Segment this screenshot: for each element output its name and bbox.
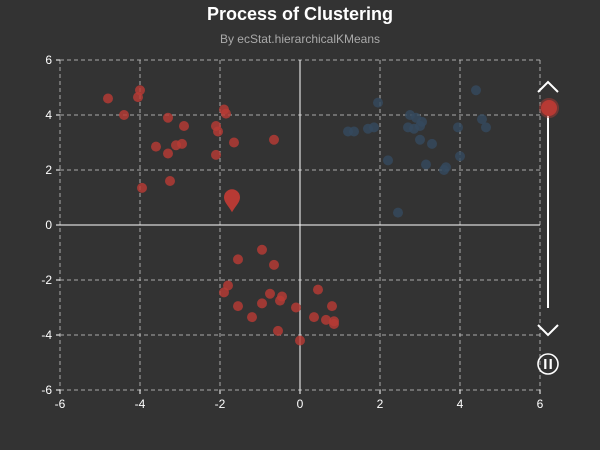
scatter-point [211,149,221,160]
scatter-point [455,151,465,162]
y-tick-label: -4 [41,328,52,342]
scatter-point [133,92,143,103]
x-tick-label: 4 [457,397,464,411]
timeline-handle[interactable] [539,98,559,118]
y-axis-ticks: 6 4 2 0 -2 -4 -6 [41,53,60,397]
scatter-point [313,284,323,295]
scatter-point [427,138,437,149]
y-tick-label: 0 [45,218,52,232]
scatter-point [247,312,257,323]
scatter-point [163,148,173,159]
x-tick-label: 0 [297,397,304,411]
scatter-point [229,137,239,148]
y-tick-label: 2 [45,163,52,177]
scatter-point [137,182,147,193]
scatter-point [291,302,301,313]
scatter-point [373,97,383,108]
x-tick-label: 2 [377,397,384,411]
scatter-point [481,122,491,133]
x-tick-label: 6 [537,397,544,411]
scatter-point [369,122,379,133]
scatter-point [221,108,231,119]
scatter-point [163,112,173,123]
scatter-point [233,301,243,312]
scatter-point [383,155,393,166]
scatter-point [269,134,279,145]
scatter-point [453,122,463,133]
scatter-point [257,244,267,255]
scatter-point [415,134,425,145]
scatter-point [273,325,283,336]
pause-icon[interactable] [537,353,559,375]
scatter-point [417,116,427,127]
y-tick-label: -6 [41,383,52,397]
scatter-point [321,314,331,325]
scatter-point [295,335,305,346]
y-tick-label: 4 [45,108,52,122]
scatter-point [329,319,339,329]
scatter-point [213,126,223,137]
cluster-centers [224,189,240,213]
scatter-point [309,312,319,323]
scatter-point [179,121,189,131]
timeline-control[interactable] [537,80,559,375]
scatter-point [477,114,487,125]
scatter-point [177,138,187,149]
x-axis-ticks: -6 -4 -2 0 2 4 6 [55,390,544,411]
scatter-point [441,162,451,173]
axes [60,60,540,390]
chevron-down-icon[interactable] [537,324,559,337]
x-tick-label: -2 [215,397,226,411]
chart-subtitle: By ecStat.hierarchicalKMeans [220,32,380,46]
scatter-point [103,93,113,104]
scatter-point [349,126,359,137]
cluster-center-pin [224,189,240,213]
scatter-points [103,85,491,346]
scatter-point [165,176,175,186]
scatter-point [119,110,129,120]
scatter-point [269,259,279,270]
y-tick-label: -2 [41,273,52,287]
y-tick-label: 6 [45,53,52,67]
scatter-point [219,287,229,298]
scatter-point [265,288,275,299]
scatter-point [393,207,403,218]
scatter-point [327,301,337,312]
scatter-point [151,141,161,152]
scatter-point [471,85,481,96]
scatter-point [277,291,287,302]
chevron-up-icon[interactable] [537,80,559,93]
x-tick-label: -4 [135,397,146,411]
chart-title: Process of Clustering [207,4,393,24]
scatter-point [233,254,243,265]
scatter-point [257,298,267,309]
scatter-point [421,159,431,170]
x-tick-label: -6 [55,397,66,411]
